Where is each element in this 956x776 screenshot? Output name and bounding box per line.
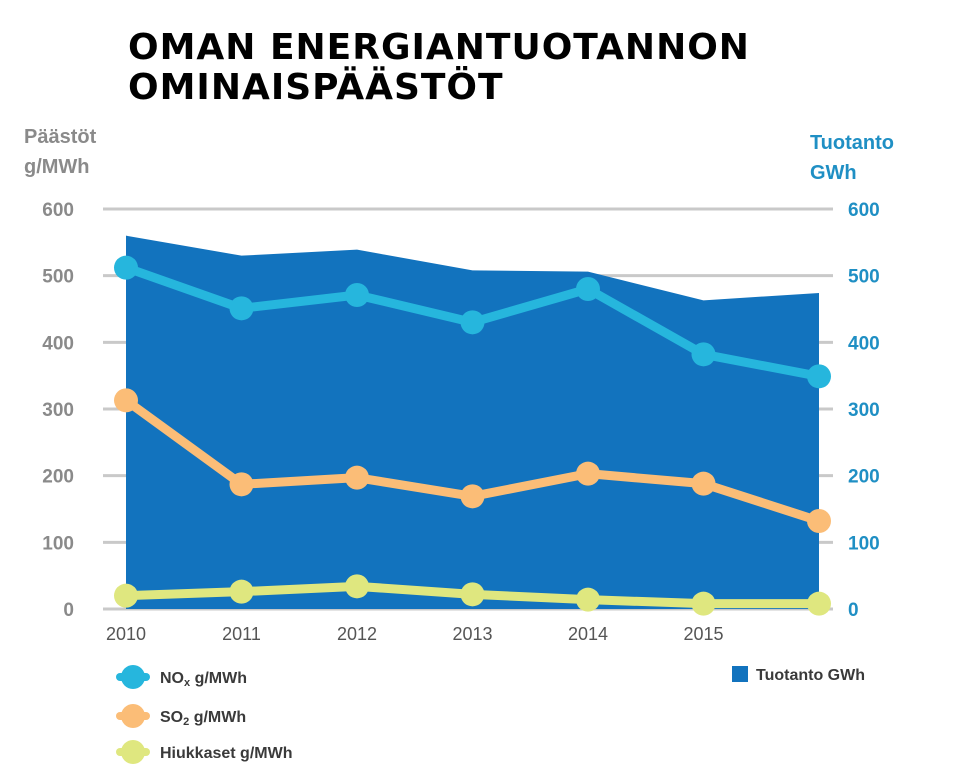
left-tick-label: 400 [42,333,74,354]
legend-label: SO2 g/MWh [160,709,246,728]
legend-swatch-marker [121,740,145,764]
x-tick-label: 2014 [568,624,608,644]
data-point [229,579,254,604]
data-point [807,509,831,533]
left-axis-title-line-1: Päästöt [24,126,97,148]
data-point [576,277,600,301]
left-tick-label: 600 [42,200,74,221]
right-tick-label: 400 [848,333,880,354]
left-axis-title: Päästöt g/MWh [24,122,96,182]
data-point [460,484,485,509]
left-tick-label: 200 [42,467,74,488]
left-axis-title-line-2: g/MWh [24,156,90,178]
data-point [691,471,716,496]
left-tick-label: 0 [63,600,74,621]
right-tick-label: 100 [848,533,880,554]
right-axis-title-line-1: Tuotanto [809,132,894,154]
right-axis-title: Tuotanto GWh [810,128,894,188]
data-point [114,583,138,608]
left-tick-label: 100 [42,533,74,554]
data-point [807,364,831,389]
data-point [345,283,369,307]
x-tick-label: 2012 [337,624,377,644]
production-area [126,235,819,609]
area-tuotanto [126,235,819,609]
right-tick-label: 0 [848,600,859,621]
legend-label: NOx g/MWh [160,670,247,689]
chart-title-line-2: OMINAISPÄÄSTÖT [128,67,504,108]
x-tick-label: 2013 [452,624,492,644]
legend-label: Hiukkaset g/MWh [160,745,292,762]
legend-swatch-marker [121,704,145,728]
data-point [114,255,138,280]
x-tick-label: 2010 [106,624,146,644]
data-point [229,472,254,497]
data-point [807,591,831,616]
right-tick-label: 200 [848,467,880,488]
legend-label-area: Tuotanto GWh [756,667,865,684]
right-tick-label: 500 [848,267,880,288]
right-tick-label: 300 [848,400,880,421]
x-tick-label: 2015 [683,624,723,644]
legend-swatch-marker [121,665,145,689]
axis-ticks: 0 0 100 100 200 200 300 300 400 400 500 500 600 600 20… [42,200,879,644]
data-point [576,461,600,486]
data-point [345,574,369,599]
data-point [460,582,485,607]
right-tick-label: 600 [848,200,880,221]
data-point [114,388,138,413]
legend-swatch-area [732,666,748,682]
x-tick-label: 2011 [222,624,261,644]
chart-title-line-1: OMAN ENERGIANTUOTANNON [128,27,750,68]
chart-title: OMAN ENERGIANTUOTANNON OMINAISPÄÄSTÖT [128,28,888,108]
right-axis-title-line-2: GWh [809,162,857,184]
legend: NOx g/MWh SO2 g/MWh Hiukkaset g/MWh Tuotant… [116,665,865,764]
data-point [229,296,254,321]
data-point [576,587,600,612]
data-point [345,465,369,490]
data-point [691,342,716,367]
series-lines [114,255,831,616]
left-tick-label: 500 [42,267,74,288]
data-point [691,591,716,616]
data-point [460,310,485,335]
left-tick-label: 300 [42,400,74,421]
